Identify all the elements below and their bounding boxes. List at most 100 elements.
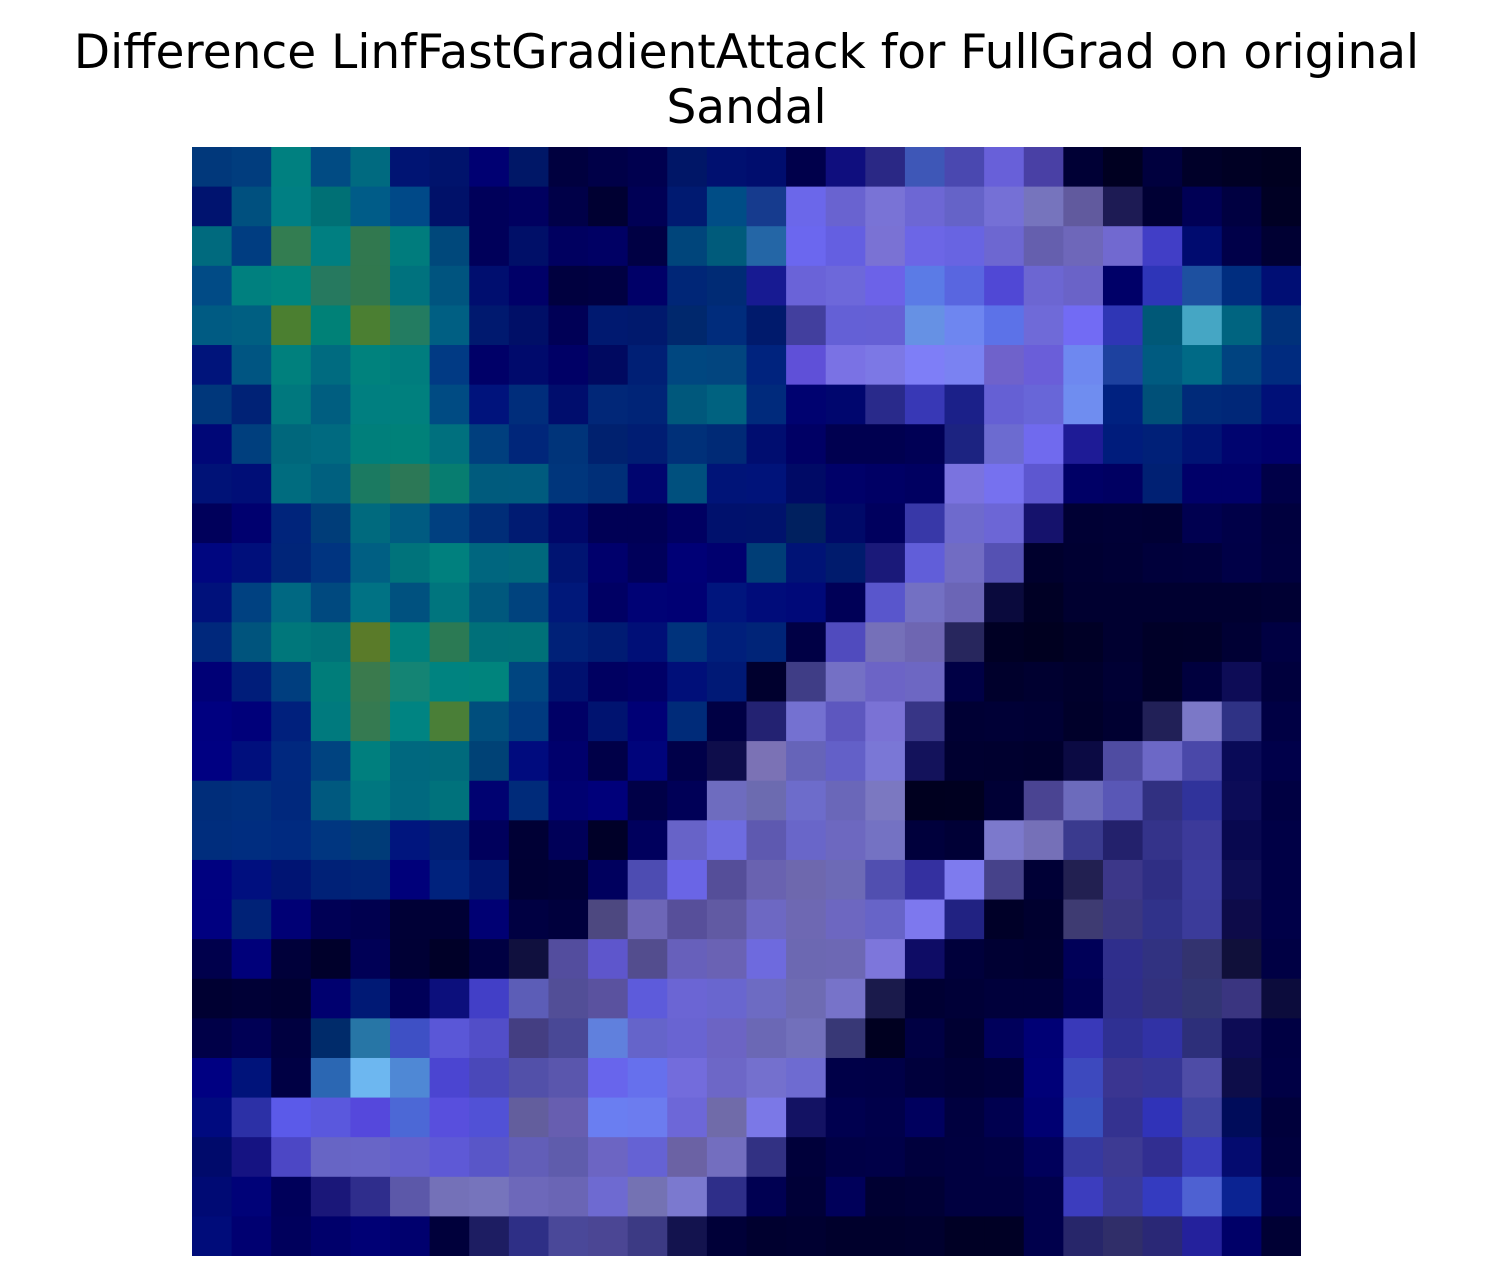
heatmap-cell bbox=[192, 1097, 233, 1138]
heatmap-cell bbox=[1142, 1057, 1183, 1099]
heatmap-cell bbox=[271, 147, 312, 188]
heatmap-cell bbox=[627, 899, 668, 940]
heatmap-cell bbox=[1261, 859, 1301, 901]
heatmap-cell bbox=[984, 147, 1025, 188]
heatmap-cell bbox=[271, 582, 312, 623]
heatmap-cell bbox=[350, 978, 391, 1019]
heatmap-cell bbox=[350, 503, 391, 544]
heatmap-cell bbox=[746, 384, 787, 425]
heatmap-cell bbox=[1182, 582, 1223, 623]
heatmap-cell bbox=[350, 622, 391, 663]
heatmap-cell bbox=[1023, 543, 1064, 584]
heatmap-cell bbox=[1261, 424, 1301, 465]
heatmap-cell bbox=[350, 226, 391, 267]
heatmap-cell bbox=[627, 345, 668, 386]
heatmap-cell bbox=[706, 265, 748, 307]
heatmap-cell bbox=[548, 701, 589, 742]
heatmap-cell bbox=[1221, 463, 1262, 505]
heatmap-cell bbox=[1023, 978, 1064, 1019]
heatmap-cell bbox=[271, 463, 312, 505]
heatmap-cell bbox=[231, 384, 272, 425]
heatmap-cell bbox=[1063, 939, 1104, 980]
heatmap-cell bbox=[508, 978, 550, 1019]
heatmap-cell bbox=[350, 463, 391, 505]
heatmap-cell bbox=[706, 1137, 748, 1178]
heatmap-cell bbox=[865, 186, 906, 227]
chart-title-line-1: Difference LinfFastGradientAttack for Fu… bbox=[73, 25, 1420, 80]
heatmap-cell bbox=[706, 622, 748, 663]
heatmap-cell bbox=[429, 1097, 470, 1138]
heatmap-cell bbox=[706, 701, 748, 742]
heatmap-cell bbox=[350, 305, 391, 346]
heatmap-cell bbox=[627, 701, 668, 742]
heatmap-cell bbox=[310, 859, 352, 901]
heatmap-cell bbox=[825, 424, 866, 465]
heatmap-cell bbox=[192, 305, 233, 346]
heatmap-cell bbox=[390, 701, 431, 742]
heatmap-cell bbox=[1182, 305, 1223, 346]
heatmap-cell bbox=[469, 1137, 510, 1178]
heatmap-cell bbox=[548, 305, 589, 346]
heatmap-cell bbox=[429, 543, 470, 584]
heatmap-cell bbox=[1261, 701, 1301, 742]
heatmap-cell bbox=[1102, 1057, 1144, 1099]
heatmap-cell bbox=[1182, 384, 1223, 425]
heatmap-cell bbox=[984, 345, 1025, 386]
heatmap-cell bbox=[1182, 1137, 1223, 1178]
heatmap-cell bbox=[1023, 899, 1064, 940]
heatmap-cell bbox=[627, 503, 668, 544]
heatmap-cell bbox=[508, 622, 550, 663]
heatmap-cell bbox=[1142, 384, 1183, 425]
heatmap-cell bbox=[984, 1018, 1025, 1059]
heatmap-cell bbox=[786, 1057, 827, 1099]
heatmap-cell bbox=[825, 701, 866, 742]
heatmap-cell bbox=[548, 1216, 589, 1256]
heatmap-cell bbox=[667, 1057, 708, 1099]
heatmap-cell bbox=[706, 1216, 748, 1256]
heatmap-cell bbox=[786, 503, 827, 544]
heatmap-cell bbox=[904, 978, 946, 1019]
heatmap-cell bbox=[1102, 820, 1144, 861]
heatmap-cell bbox=[667, 1018, 708, 1059]
heatmap-cell bbox=[1261, 265, 1301, 307]
heatmap-cell bbox=[904, 384, 946, 425]
heatmap-cell bbox=[667, 978, 708, 1019]
heatmap-cell bbox=[1221, 503, 1262, 544]
heatmap-cell bbox=[508, 661, 550, 703]
heatmap-cell bbox=[588, 147, 629, 188]
heatmap-cell bbox=[1142, 226, 1183, 267]
heatmap-cell bbox=[786, 701, 827, 742]
heatmap-cell bbox=[231, 305, 272, 346]
heatmap-cell bbox=[746, 305, 787, 346]
heatmap-cell bbox=[1182, 1018, 1223, 1059]
heatmap-cell bbox=[192, 780, 233, 821]
heatmap-cell bbox=[508, 147, 550, 188]
heatmap-cell bbox=[984, 1176, 1025, 1217]
heatmap-cell bbox=[1221, 701, 1262, 742]
heatmap-cell bbox=[904, 503, 946, 544]
heatmap-cell bbox=[310, 384, 352, 425]
heatmap-cell bbox=[825, 1137, 866, 1178]
heatmap-cell bbox=[429, 622, 470, 663]
heatmap-cell bbox=[231, 147, 272, 188]
heatmap-cell bbox=[825, 147, 866, 188]
heatmap-cell bbox=[1142, 424, 1183, 465]
heatmap-cell bbox=[1023, 701, 1064, 742]
heatmap-cell bbox=[429, 265, 470, 307]
heatmap-cell bbox=[1261, 1057, 1301, 1099]
heatmap-cell bbox=[231, 1137, 272, 1178]
heatmap-cell bbox=[1023, 820, 1064, 861]
heatmap-cell bbox=[865, 1097, 906, 1138]
heatmap-cell bbox=[746, 780, 787, 821]
heatmap-cell bbox=[588, 1018, 629, 1059]
heatmap-cell bbox=[350, 424, 391, 465]
heatmap-cell bbox=[192, 1216, 233, 1256]
heatmap-cell bbox=[944, 859, 985, 901]
heatmap-cell bbox=[1023, 939, 1064, 980]
heatmap-cell bbox=[786, 899, 827, 940]
heatmap-cell bbox=[588, 978, 629, 1019]
heatmap-cell bbox=[667, 582, 708, 623]
heatmap-cell bbox=[1142, 1137, 1183, 1178]
heatmap-cell bbox=[231, 622, 272, 663]
heatmap-cell bbox=[350, 1057, 391, 1099]
